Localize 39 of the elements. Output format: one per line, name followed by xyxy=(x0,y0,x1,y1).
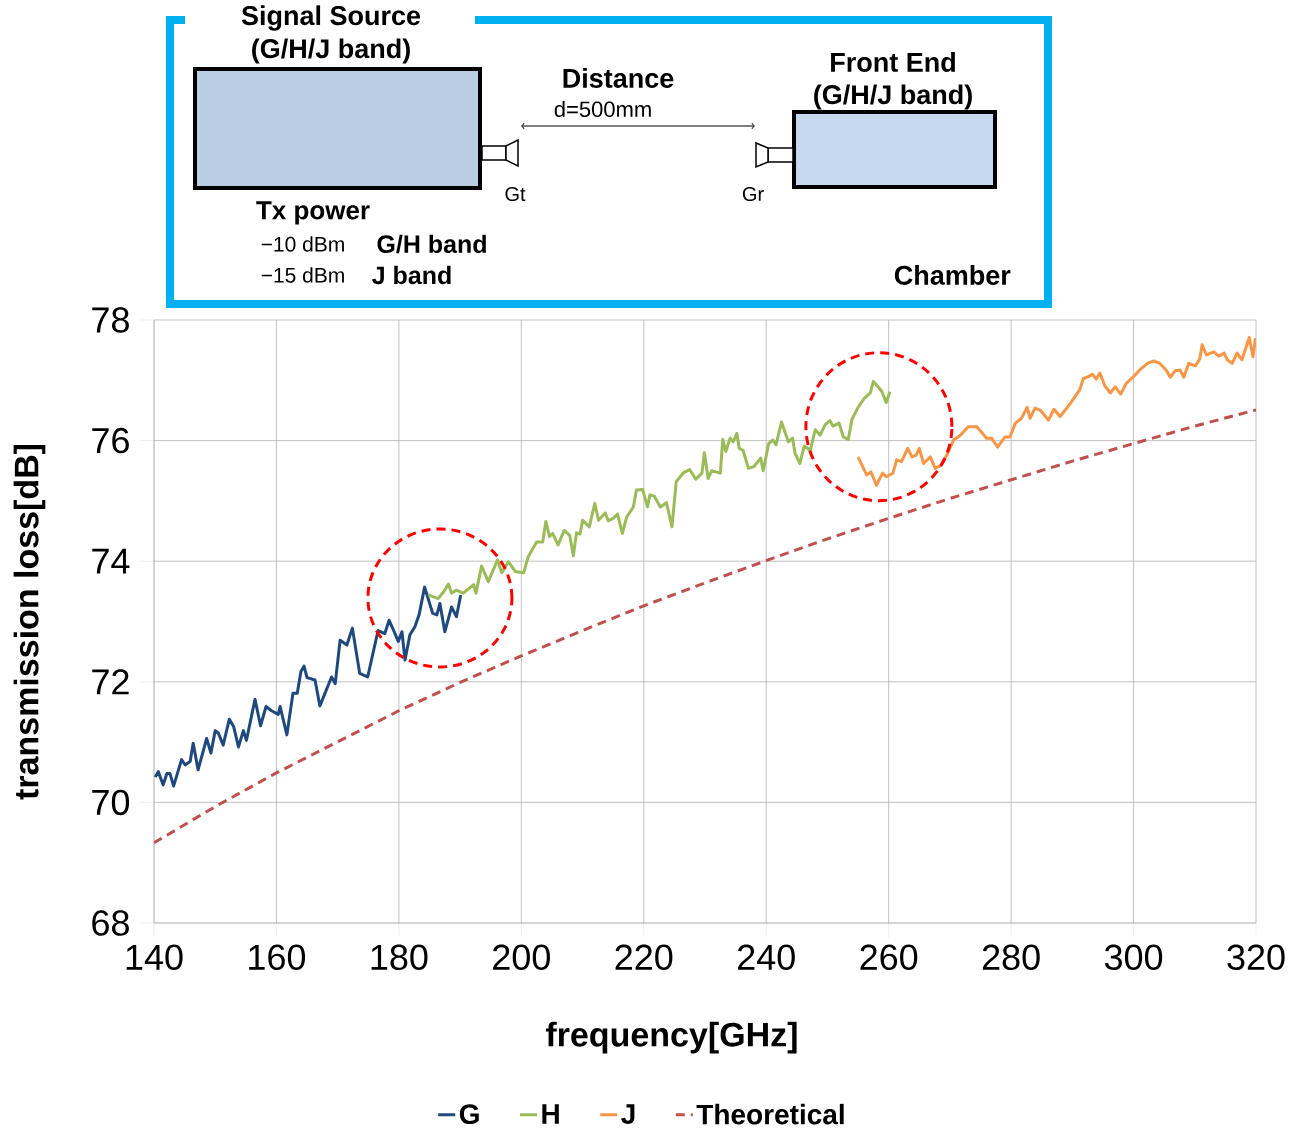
y-tick-label: 76 xyxy=(92,427,129,454)
text: Distance xyxy=(563,68,674,88)
y-tick-label: 78 xyxy=(92,307,129,333)
y-axis-title: transmission loss[dB] xyxy=(13,444,46,800)
line-series xyxy=(154,585,463,788)
x-tick-label: 320 xyxy=(1227,944,1285,971)
text: d=500mm xyxy=(554,100,651,118)
text: Gt xyxy=(505,186,526,202)
text: (G/H/J band) xyxy=(814,84,972,110)
x-tick-label: 200 xyxy=(493,944,550,971)
text: Chamber xyxy=(894,265,1011,285)
legend-label: Theoretical xyxy=(696,1103,844,1125)
x-tick-label: 240 xyxy=(738,944,795,971)
text: −15 dBm xyxy=(261,267,344,283)
x-tick-label: 220 xyxy=(615,944,673,971)
line-series xyxy=(856,335,1257,487)
text: J band xyxy=(372,265,451,285)
text: −10 dBm xyxy=(261,236,344,252)
x-axis-title: frequency[GHz] xyxy=(545,1021,797,1054)
text: Gr xyxy=(742,186,764,202)
text: G/H band xyxy=(377,234,486,254)
y-tick-label: 68 xyxy=(92,910,129,936)
text: Signal Source xyxy=(241,5,421,31)
text: Tx power xyxy=(256,201,370,225)
x-tick-label: 180 xyxy=(371,944,428,971)
x-tick-label: 160 xyxy=(249,944,306,971)
y-tick-label: 74 xyxy=(92,548,130,574)
text: Front End xyxy=(831,52,955,72)
legend-label: H xyxy=(542,1104,559,1124)
x-tick-label: 280 xyxy=(982,944,1040,971)
x-tick-label: 260 xyxy=(860,944,918,971)
y-tick-label: 72 xyxy=(92,669,129,695)
text: (G/H/J band) xyxy=(252,38,410,64)
y-tick-label: 70 xyxy=(92,789,130,816)
x-tick-label: 300 xyxy=(1104,944,1163,971)
legend-label: G xyxy=(459,1104,479,1125)
legend-label: J xyxy=(621,1104,635,1124)
line-series xyxy=(426,380,892,601)
x-tick-label: 140 xyxy=(126,944,183,971)
